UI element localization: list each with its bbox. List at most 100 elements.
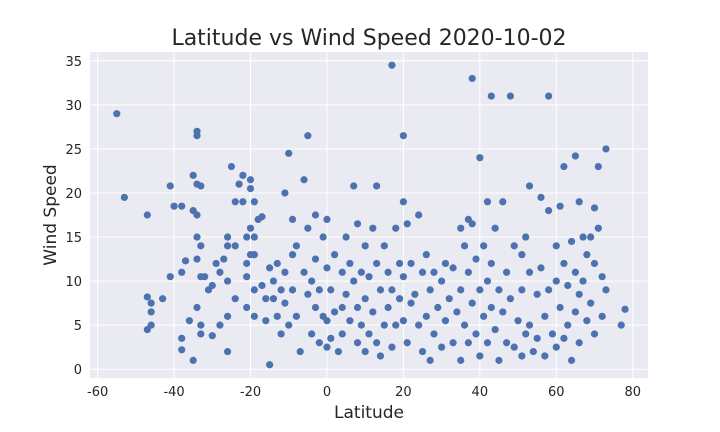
data-point <box>342 233 350 241</box>
data-point <box>288 286 297 294</box>
data-point <box>460 321 469 329</box>
data-point <box>273 259 281 268</box>
data-point <box>514 317 522 325</box>
data-point <box>281 189 289 197</box>
data-point <box>487 259 495 268</box>
data-point <box>552 277 560 285</box>
data-point <box>518 352 526 360</box>
data-point <box>193 132 201 140</box>
data-point <box>285 149 293 157</box>
data-point <box>598 312 606 320</box>
data-point <box>189 356 197 364</box>
data-point <box>262 295 270 303</box>
data-point <box>357 268 365 276</box>
data-point <box>426 356 434 364</box>
data-point <box>587 233 595 241</box>
x-tick-label: 80 <box>624 385 641 400</box>
data-point <box>403 339 411 347</box>
data-point <box>208 332 216 340</box>
data-point <box>502 268 511 276</box>
data-point <box>258 213 266 221</box>
data-point <box>480 312 488 320</box>
data-point <box>399 198 407 206</box>
y-tick-label: 35 <box>65 55 82 70</box>
data-point <box>231 198 239 206</box>
data-point <box>365 330 373 338</box>
data-point <box>575 290 583 298</box>
data-point <box>315 286 323 294</box>
data-point <box>445 295 453 303</box>
data-point <box>250 233 258 241</box>
data-point <box>208 281 216 290</box>
data-point <box>193 233 201 241</box>
chart-title: Latitude vs Wind Speed 2020-10-02 <box>171 26 566 51</box>
data-point <box>399 132 407 140</box>
data-point <box>143 293 151 301</box>
data-point <box>468 299 476 307</box>
data-point <box>579 277 587 285</box>
data-point <box>178 346 186 354</box>
data-point <box>510 343 518 351</box>
data-point <box>541 352 549 360</box>
data-point <box>346 317 354 325</box>
data-point <box>269 277 278 285</box>
data-point <box>579 233 587 241</box>
data-point <box>602 145 610 153</box>
data-point <box>212 259 220 268</box>
data-point <box>457 356 465 364</box>
data-point <box>338 303 346 312</box>
data-point <box>587 299 595 307</box>
data-point <box>266 361 274 369</box>
data-point <box>147 308 155 316</box>
data-point <box>373 339 381 347</box>
data-point <box>292 312 300 320</box>
data-point <box>480 242 488 250</box>
data-point <box>590 204 599 212</box>
data-point <box>506 92 515 100</box>
data-point <box>223 347 232 356</box>
data-point <box>365 273 373 281</box>
data-point <box>350 277 358 285</box>
data-point <box>323 343 331 351</box>
data-point <box>392 321 400 329</box>
data-point <box>388 343 396 351</box>
data-point <box>583 317 591 325</box>
data-point <box>353 339 362 347</box>
y-tick-label: 30 <box>65 99 82 114</box>
data-point <box>189 171 197 179</box>
data-point <box>411 290 419 298</box>
data-point <box>143 211 151 219</box>
data-point <box>311 211 320 219</box>
data-point <box>304 132 312 140</box>
data-point <box>166 273 174 281</box>
data-point <box>373 182 381 190</box>
data-point <box>483 198 492 206</box>
data-point <box>281 268 289 276</box>
data-point <box>522 233 530 241</box>
data-point <box>243 233 251 241</box>
data-point <box>418 347 427 356</box>
data-point <box>361 295 369 303</box>
data-point <box>571 308 579 316</box>
data-point <box>235 180 243 188</box>
data-point <box>388 61 396 69</box>
data-point <box>564 281 572 290</box>
data-point <box>376 286 385 294</box>
data-point <box>460 242 469 250</box>
data-point <box>575 339 583 347</box>
data-point <box>388 286 396 294</box>
data-point <box>602 286 610 294</box>
data-point <box>407 299 415 307</box>
data-point <box>621 305 629 313</box>
data-point <box>380 321 388 329</box>
data-point <box>476 352 484 360</box>
data-point <box>231 242 239 250</box>
data-point <box>487 303 495 312</box>
data-point <box>315 339 323 347</box>
x-axis-label: Latitude <box>334 403 404 423</box>
data-point <box>438 277 446 285</box>
data-point <box>483 339 492 347</box>
data-point <box>472 330 480 338</box>
x-tick-label: -40 <box>163 385 184 400</box>
data-point <box>308 277 316 285</box>
